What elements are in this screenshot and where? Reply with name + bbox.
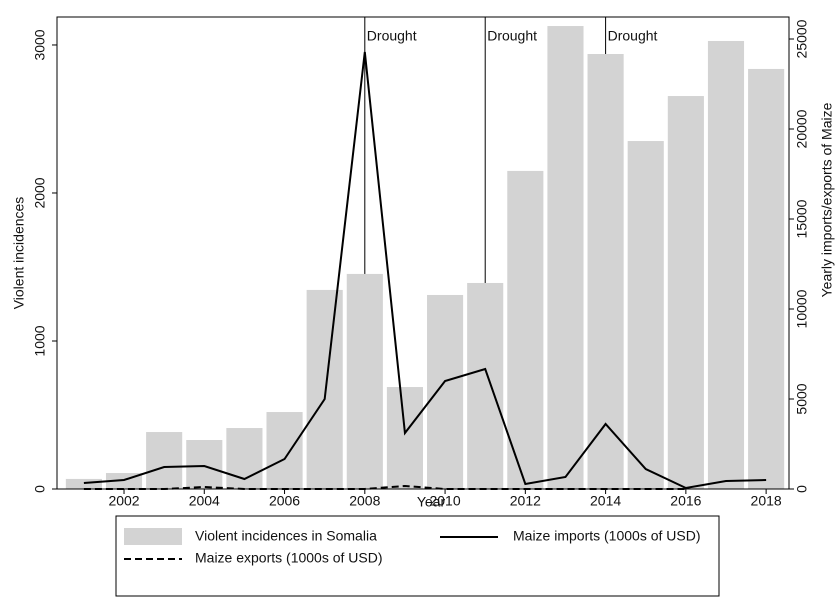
x-tick-label: 2012 [510, 493, 541, 509]
bar [507, 170, 544, 489]
x-tick-label: 2006 [269, 493, 300, 509]
line-series [83, 51, 767, 490]
y-axis-title: Violent incidences [11, 197, 27, 310]
y2-axis-title: Yearly imports/exports of Maize [819, 102, 835, 297]
y2-tick-label: 20000 [794, 109, 810, 148]
bar [386, 387, 423, 489]
bar [65, 478, 102, 489]
x-axis-title: Year [417, 494, 446, 510]
x-tick-label: 2008 [349, 493, 380, 509]
x-tick-label: 2002 [108, 493, 139, 509]
x-tick-label: 2016 [670, 493, 701, 509]
bar [186, 440, 223, 489]
y-tick-label: 1000 [32, 325, 48, 356]
bar [266, 412, 303, 489]
y2-tick-label: 0 [794, 485, 810, 493]
bar [667, 96, 704, 490]
y-tick-label: 3000 [32, 29, 48, 60]
legend-label: Maize exports (1000s of USD) [195, 550, 383, 566]
bar [346, 273, 383, 489]
bar [427, 294, 464, 489]
x-tick-label: 2014 [590, 493, 621, 509]
y-tick-label: 0 [32, 485, 48, 493]
bar [467, 282, 504, 489]
bar [306, 289, 343, 489]
bar [587, 54, 624, 489]
y2-tick-label: 5000 [794, 383, 810, 414]
bar [707, 40, 745, 490]
x-tick-label: 2018 [751, 493, 782, 509]
x-tick-label: 2004 [189, 493, 220, 509]
legend-label: Maize imports (1000s of USD) [513, 528, 701, 544]
bar [627, 141, 664, 489]
plot-frame [56, 16, 790, 490]
legend-box [115, 515, 720, 597]
annotation-label: Drought [608, 28, 658, 44]
bar [146, 432, 183, 489]
y-tick-label: 2000 [32, 177, 48, 208]
legend-label: Violent incidences in Somalia [195, 528, 377, 544]
y2-tick-label: 10000 [794, 289, 810, 328]
annotation-label: Drought [367, 28, 417, 44]
bar [547, 26, 584, 490]
y2-tick-label: 15000 [794, 199, 810, 238]
legend-swatch [124, 528, 182, 545]
bar [748, 68, 785, 489]
x-tick-label: 2010 [429, 493, 460, 509]
y2-tick-label: 25000 [794, 19, 810, 58]
annotation-label: Drought [487, 28, 537, 44]
